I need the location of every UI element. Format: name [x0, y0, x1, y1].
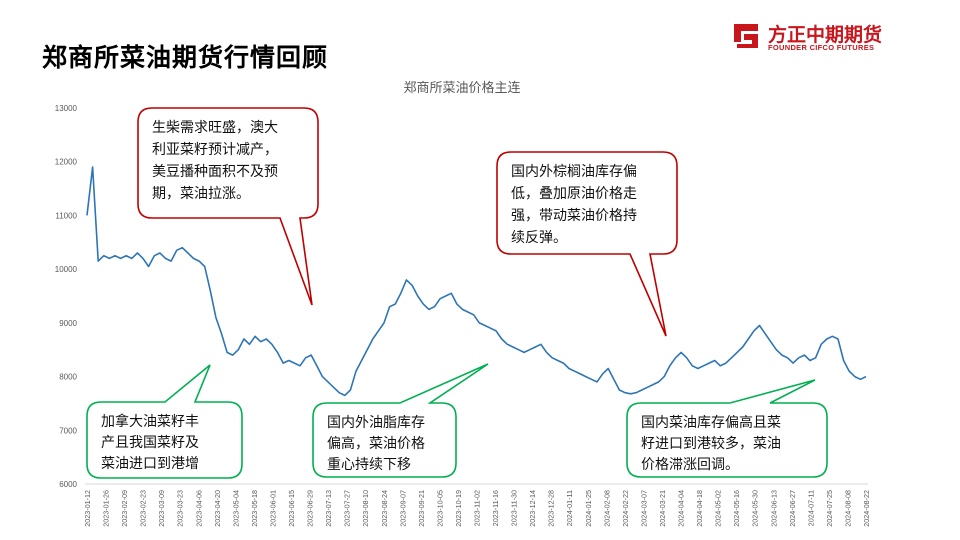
x-tick-label: 2023-11-16 [491, 490, 500, 526]
x-tick-label: 2023-06-01 [268, 490, 277, 527]
x-tick-label: 2023-05-04 [231, 490, 240, 527]
x-tick-label: 2024-03-21 [658, 490, 667, 527]
x-tick-label: 2023-06-29 [306, 490, 315, 527]
x-tick-label: 2024-02-08 [602, 490, 611, 527]
x-tick-label: 2024-06-27 [788, 490, 797, 527]
callout-top-right-text-line: 低，叠加原油价格走 [511, 186, 637, 202]
callout-top-right-text-line: 强，带动菜油价格持 [511, 208, 637, 224]
y-tick-label: 10000 [55, 265, 78, 274]
x-tick-label: 2024-06-13 [769, 490, 778, 527]
x-tick-label: 2024-03-07 [639, 490, 648, 527]
x-tick-label: 2023-05-18 [250, 490, 259, 527]
x-tick-label: 2023-09-07 [398, 490, 407, 527]
callout-top-right-bubble [496, 151, 678, 337]
x-tick-label: 2024-08-08 [843, 490, 852, 527]
callout-top-left-bubble [137, 107, 319, 306]
callout-bottom-mid-text-line: 重心持续下移 [327, 456, 411, 473]
callout-top-right-text-line: 国内外棕榈油库存偏 [511, 164, 637, 180]
x-tick-label: 2023-11-02 [473, 490, 482, 526]
logo-name: 方正中期期货 [768, 24, 883, 46]
x-tick-label: 2023-12-28 [547, 490, 556, 527]
x-tick-label: 2024-01-11 [565, 490, 574, 526]
callout-bottom-left-text-line: 菜油进口到港增 [101, 456, 199, 472]
x-tick-label: 2024-07-11 [806, 490, 815, 526]
x-tick-label: 2024-05-02 [714, 490, 723, 527]
chart-title: 郑商所菜油价格主连 [403, 80, 520, 96]
callout-bottom-left-text-line: 产且我国菜籽及 [101, 435, 199, 451]
x-tick-label: 2023-08-24 [380, 490, 389, 527]
x-tick-label: 2024-04-04 [677, 490, 686, 527]
x-tick-label: 2023-04-06 [194, 490, 203, 527]
callout-bottom-mid-text-line: 国内外油脂库存 [327, 415, 425, 431]
x-tick-label: 2023-01-12 [83, 490, 92, 527]
callout-top-left-text-line: 生柴需求旺盛，澳大 [152, 120, 278, 136]
x-tick-label: 2023-10-05 [435, 490, 444, 527]
callout-bottom-right-text-line: 籽进口到港较多，菜油 [641, 435, 781, 452]
x-tick-label: 2023-07-27 [343, 490, 352, 527]
callout-bottom-right-text-line: 价格滞涨回调。 [641, 457, 739, 473]
x-tick-label: 2024-05-16 [732, 490, 741, 527]
x-tick-label: 2023-04-20 [213, 490, 222, 527]
x-tick-label: 2024-04-18 [695, 490, 704, 527]
x-tick-label: 2023-02-23 [139, 490, 148, 527]
callout-top-left-text-line: 美豆播种面积不及预 [152, 164, 278, 180]
callout-bottom-left-text-line: 加拿大油菜籽丰 [101, 413, 199, 430]
x-tick-label: 2023-09-21 [417, 490, 426, 527]
x-tick-label: 2023-03-09 [157, 490, 166, 527]
x-tick-label: 2023-08-10 [361, 490, 370, 527]
callout-top-left-text-line: 利亚菜籽预计减产， [152, 142, 278, 158]
y-tick-label: 12000 [55, 158, 78, 167]
x-tick-label: 2023-12-14 [528, 490, 537, 527]
y-tick-label: 7000 [59, 426, 77, 435]
x-tick-label: 2023-06-15 [287, 490, 296, 527]
callout-bottom-right-text-line: 国内菜油库存偏高且菜 [641, 414, 781, 431]
x-tick-label: 2023-03-23 [176, 490, 185, 527]
page-title: 郑商所菜油期货行情回顾 [42, 43, 329, 72]
y-tick-label: 11000 [55, 211, 77, 220]
x-tick-label: 2024-07-25 [825, 490, 834, 527]
callout-top-right-text-line: 续反弹。 [511, 229, 567, 246]
x-tick-label: 2023-02-09 [120, 490, 129, 527]
x-tick-label: 2023-07-13 [324, 490, 333, 527]
x-tick-label: 2024-08-22 [862, 490, 871, 527]
callout-top-left-text-line: 期，菜油拉涨。 [152, 186, 250, 202]
x-tick-label: 2023-10-19 [454, 490, 463, 527]
y-tick-label: 6000 [59, 480, 77, 489]
logo-mark-icon [734, 24, 758, 48]
x-tick-label: 2024-02-22 [621, 490, 630, 527]
callout-bottom-left-bubble [86, 364, 243, 479]
callout-bottom-right-bubble [626, 379, 828, 478]
x-tick-label: 2023-11-30 [510, 490, 519, 526]
callout-bottom-mid-bubble [312, 363, 489, 478]
y-tick-label: 13000 [55, 104, 78, 113]
y-tick-label: 8000 [59, 373, 77, 382]
logo-subtitle: FOUNDER CIFCO FUTURES [768, 43, 875, 52]
y-tick-label: 9000 [59, 319, 77, 328]
callout-bottom-mid-text-line: 偏高，菜油价格 [327, 435, 425, 452]
x-tick-label: 2024-01-25 [584, 490, 593, 527]
x-tick-label: 2023-01-26 [102, 490, 111, 527]
company-logo: 方正中期期货 FOUNDER CIFCO FUTURES [732, 22, 932, 56]
x-tick-label: 2024-05-30 [751, 490, 760, 527]
price-series-line [86, 166, 867, 397]
